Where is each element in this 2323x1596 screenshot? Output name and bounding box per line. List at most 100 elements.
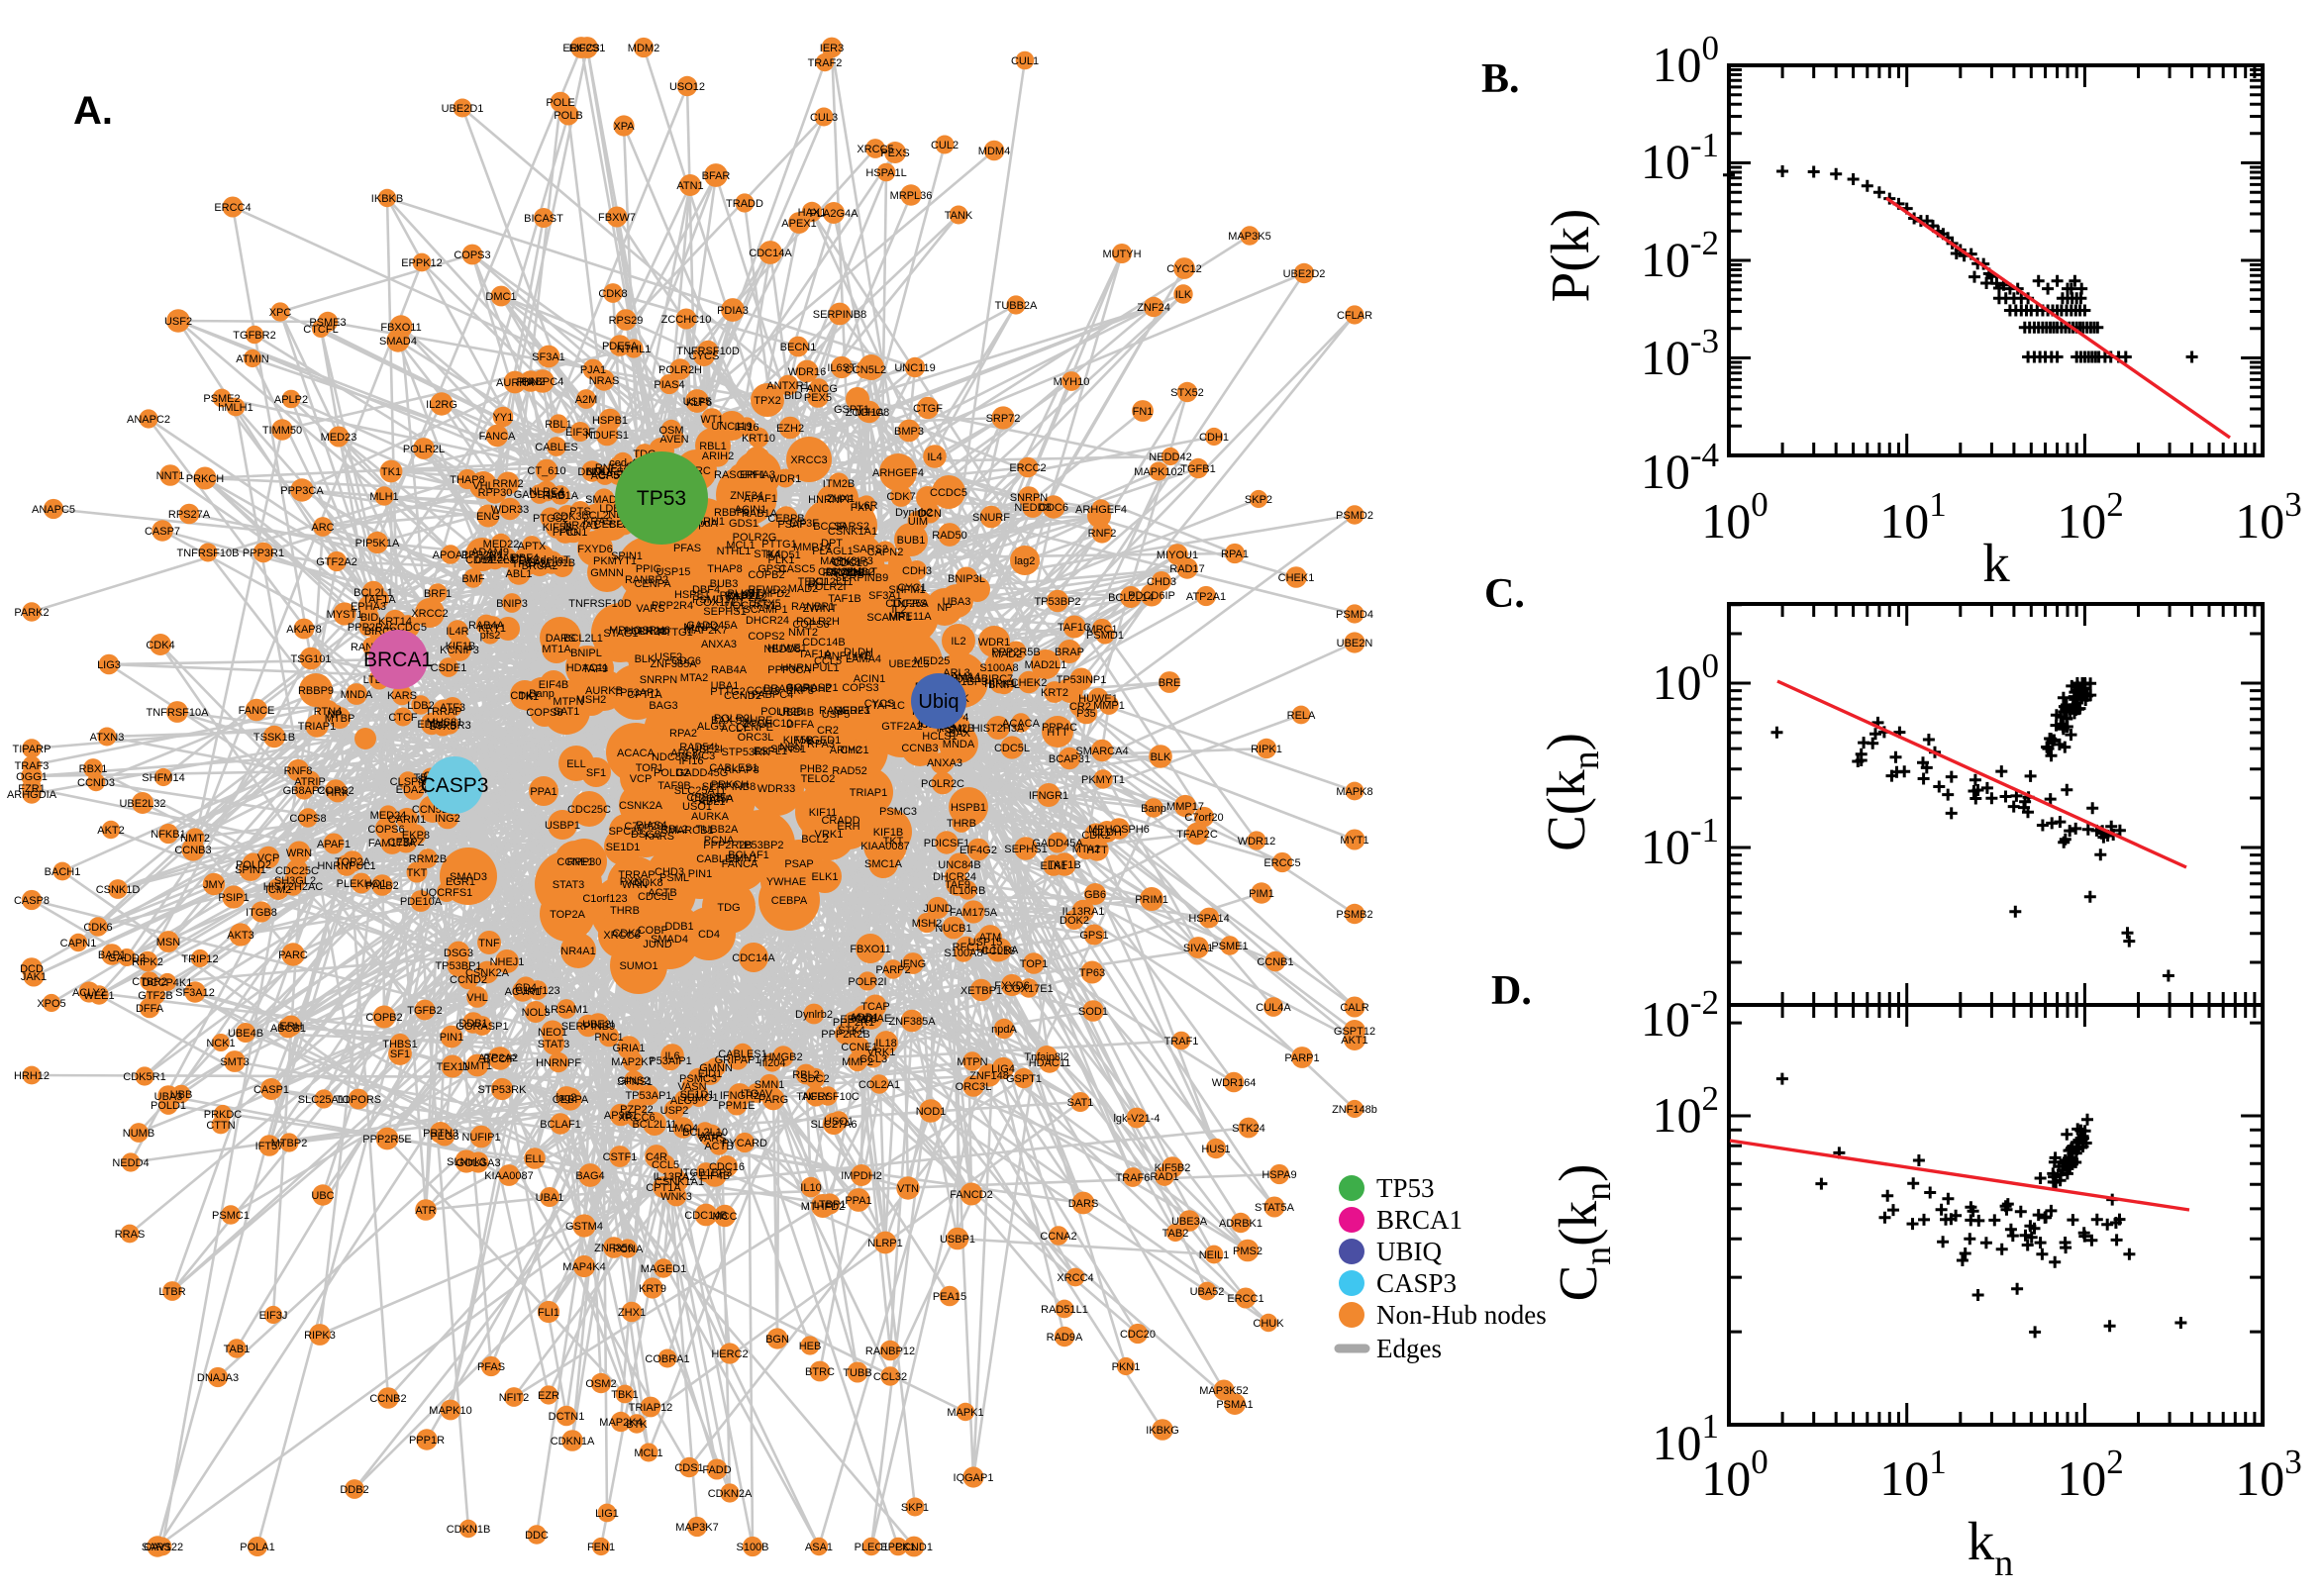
svg-text:ARHGEF4: ARHGEF4: [872, 467, 924, 479]
svg-text:PPP2R2B: PPP2R2B: [703, 840, 753, 851]
svg-text:RBL1: RBL1: [699, 441, 727, 452]
svg-text:MSH2: MSH2: [576, 694, 607, 706]
svg-text:CTTN: CTTN: [206, 1120, 235, 1132]
svg-text:KARS: KARS: [645, 831, 674, 843]
svg-text:UQCRFS1: UQCRFS1: [421, 887, 473, 899]
svg-text:SMARCA4: SMARCA4: [1075, 746, 1128, 757]
svg-text:PFAS: PFAS: [673, 543, 701, 554]
svg-text:ZNF350: ZNF350: [594, 1243, 634, 1254]
svg-text:HIST2H2AC: HIST2H2AC: [263, 881, 324, 893]
svg-text:CDK6: CDK6: [83, 922, 112, 934]
svg-text:CDS1: CDS1: [674, 1462, 703, 1474]
svg-text:RNF2: RNF2: [1088, 528, 1117, 540]
svg-text:TRADD: TRADD: [726, 198, 763, 210]
svg-text:ACVR1: ACVR1: [505, 986, 542, 998]
svg-text:CCND1: CCND1: [895, 1542, 933, 1553]
svg-text:APTX: APTX: [518, 541, 547, 552]
svg-text:RIPK2: RIPK2: [132, 956, 163, 968]
svg-text:FCN1: FCN1: [559, 527, 588, 539]
svg-text:POLR2L: POLR2L: [714, 713, 756, 725]
svg-text:C4R: C4R: [646, 1151, 667, 1163]
svg-text:ZCCHC10: ZCCHC10: [661, 314, 712, 326]
svg-text:A2M: A2M: [575, 394, 598, 406]
svg-text:ACTB: ACTB: [648, 887, 676, 899]
svg-text:STK4: STK4: [754, 549, 781, 560]
svg-text:IL2: IL2: [951, 636, 965, 648]
svg-text:CT_610: CT_610: [527, 465, 565, 477]
svg-text:STX5: STX5: [429, 721, 456, 733]
svg-text:NUCB1: NUCB1: [935, 923, 971, 935]
svg-text:PEG3: PEG3: [430, 1131, 458, 1143]
svg-text:ACLY2: ACLY2: [72, 987, 106, 999]
svg-text:RBBP9: RBBP9: [714, 507, 750, 519]
svg-text:SH3GL2: SH3GL2: [274, 875, 316, 887]
svg-text:PCNA: PCNA: [613, 1244, 644, 1255]
svg-text:PPP3CA: PPP3CA: [280, 485, 324, 497]
svg-text:SNURF: SNURF: [972, 512, 1010, 524]
svg-text:GDS1: GDS1: [729, 518, 758, 530]
svg-text:SKP1: SKP1: [901, 1502, 929, 1514]
svg-text:SHFM1: SHFM1: [888, 584, 925, 596]
svg-text:RFWD2: RFWD2: [825, 567, 863, 579]
svg-text:ZCCHC10: ZCCHC10: [743, 718, 793, 730]
svg-text:MDM4: MDM4: [978, 146, 1010, 157]
svg-text:ARL3: ARL3: [670, 748, 698, 759]
svg-text:CCDC5: CCDC5: [930, 487, 967, 499]
svg-text:10-4: 10-4: [1641, 436, 1719, 499]
svg-text:UBA52: UBA52: [1190, 1286, 1225, 1298]
svg-text:MMP1: MMP1: [1093, 700, 1125, 712]
svg-text:KIF5B: KIF5B: [783, 735, 814, 747]
svg-text:WDR33: WDR33: [758, 783, 796, 795]
svg-text:ENG: ENG: [476, 511, 500, 523]
svg-text:COPS3: COPS3: [842, 682, 878, 694]
svg-text:SPNS1: SPNS1: [617, 1076, 653, 1088]
svg-text:VASN: VASN: [677, 1081, 706, 1093]
svg-text:PABPC4: PABPC4: [522, 376, 564, 388]
svg-text:STX5: STX5: [754, 598, 781, 610]
svg-text:BLK: BLK: [635, 653, 656, 665]
svg-text:EPPK1: EPPK1: [880, 1542, 915, 1553]
svg-text:OGG1: OGG1: [16, 771, 48, 783]
svg-text:CASP3: CASP3: [1376, 1268, 1457, 1298]
svg-text:TRRAP: TRRAP: [425, 706, 461, 718]
svg-text:CCL5: CCL5: [652, 1159, 679, 1171]
svg-text:POLR2C: POLR2C: [624, 626, 667, 638]
svg-text:LRSAM1: LRSAM1: [545, 1004, 588, 1016]
svg-text:UBE2N: UBE2N: [1337, 638, 1373, 649]
svg-text:USP15: USP15: [968, 937, 1003, 948]
svg-text:SMN1: SMN1: [728, 852, 758, 864]
svg-text:ATN1: ATN1: [676, 180, 703, 192]
svg-text:HSPB1: HSPB1: [592, 415, 628, 427]
svg-text:MAPK8IP3: MAPK8IP3: [820, 555, 873, 567]
svg-text:PSIP1: PSIP1: [218, 892, 249, 904]
svg-text:FBXO11: FBXO11: [380, 322, 421, 334]
svg-text:PCNA: PCNA: [704, 835, 735, 847]
svg-text:DCCP4K1: DCCP4K1: [143, 977, 193, 989]
svg-text:EIF4G2: EIF4G2: [960, 845, 997, 856]
svg-text:ELK1: ELK1: [812, 871, 839, 883]
svg-text:PSML: PSML: [659, 872, 689, 884]
svg-text:PRKCH: PRKCH: [186, 473, 225, 485]
svg-text:RNF8: RNF8: [284, 765, 313, 777]
svg-text:PIN1: PIN1: [688, 868, 712, 880]
svg-text:NDC80: NDC80: [652, 751, 687, 763]
svg-text:ANXA3: ANXA3: [701, 639, 737, 650]
svg-text:TIPARP: TIPARP: [13, 744, 51, 755]
svg-text:MYST1: MYST1: [327, 609, 363, 621]
svg-text:VCP: VCP: [257, 852, 280, 864]
svg-text:ATIP: ATIP: [709, 794, 733, 806]
svg-text:USO12: USO12: [669, 81, 705, 93]
svg-text:ASA1: ASA1: [805, 1542, 833, 1553]
svg-text:GRIA1: GRIA1: [612, 1043, 645, 1054]
svg-text:ERH: ERH: [837, 821, 859, 833]
svg-text:ELL: ELL: [566, 758, 586, 770]
svg-text:UBA1: UBA1: [536, 1192, 564, 1204]
svg-text:PRTN3: PRTN3: [423, 1128, 458, 1140]
svg-text:CCL18: CCL18: [981, 946, 1015, 957]
svg-text:NOD1: NOD1: [916, 1106, 947, 1118]
svg-text:XRCC6: XRCC6: [618, 1112, 655, 1124]
svg-text:TOP2A: TOP2A: [550, 909, 586, 921]
svg-text:ATXN3: ATXN3: [90, 732, 125, 744]
svg-text:RTN4: RTN4: [314, 706, 343, 718]
svg-text:TP53BP1: TP53BP1: [435, 960, 481, 972]
